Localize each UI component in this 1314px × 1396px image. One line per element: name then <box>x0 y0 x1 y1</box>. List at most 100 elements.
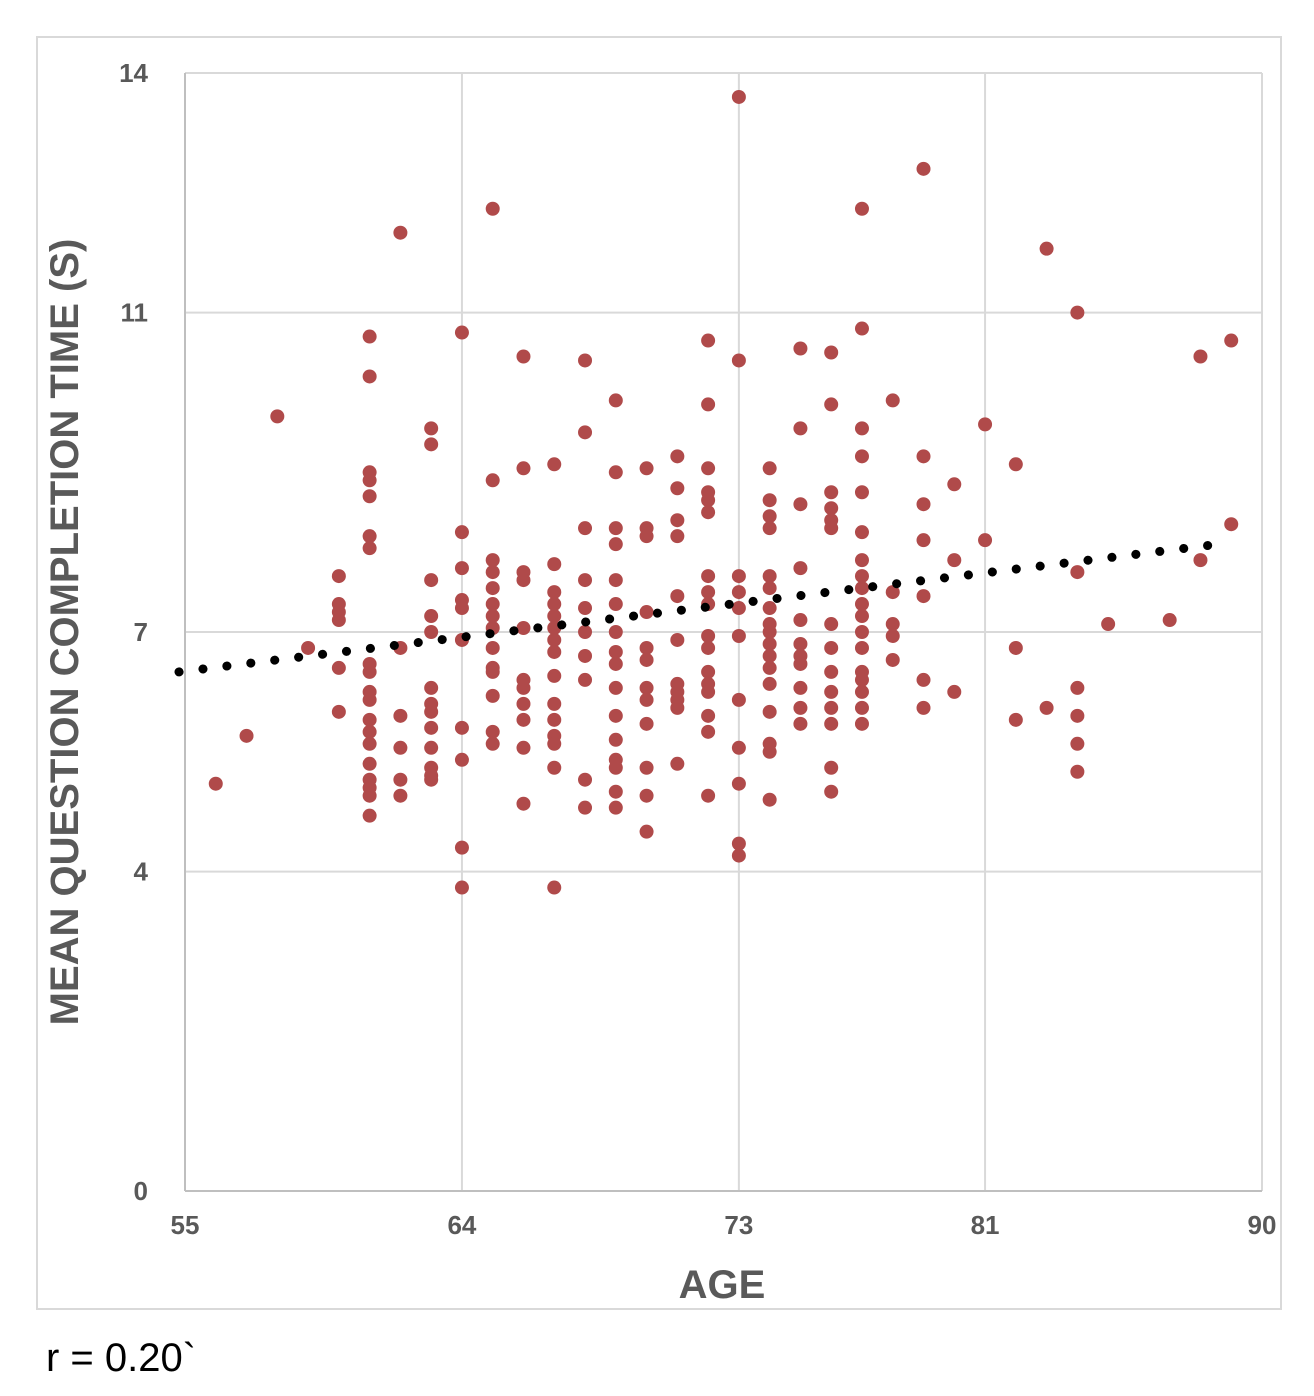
data-point <box>424 573 439 588</box>
data-point <box>608 680 623 695</box>
data-point <box>1008 457 1023 472</box>
data-point <box>701 569 716 584</box>
data-point <box>793 636 808 651</box>
data-point <box>424 772 439 787</box>
data-point <box>854 449 869 464</box>
data-point <box>731 569 746 584</box>
data-point <box>670 756 685 771</box>
data-point <box>762 493 777 508</box>
data-point <box>701 788 716 803</box>
data-point <box>1039 700 1054 715</box>
data-point <box>547 632 562 647</box>
data-point <box>854 716 869 731</box>
data-point <box>854 569 869 584</box>
data-point <box>1101 617 1116 632</box>
x-tick-labels: 55 64 73 81 90 <box>171 1210 1277 1240</box>
data-point <box>639 680 654 695</box>
y-axis-title: MEAN QUESTION COMPLETION TIME (S) <box>43 239 87 1026</box>
data-point <box>762 704 777 719</box>
data-point <box>270 409 285 424</box>
gridlines <box>184 72 1263 1192</box>
data-point <box>362 788 377 803</box>
data-point <box>485 553 500 568</box>
data-point <box>731 836 746 851</box>
data-point <box>916 161 931 176</box>
data-point <box>608 784 623 799</box>
data-point <box>793 656 808 671</box>
correlation-annotation: r = 0.20` <box>46 1336 197 1380</box>
data-point <box>731 740 746 755</box>
data-point <box>331 569 346 584</box>
data-point <box>762 648 777 663</box>
data-point <box>424 421 439 436</box>
data-point <box>854 485 869 500</box>
data-point <box>608 573 623 588</box>
data-point <box>454 325 469 340</box>
data-point <box>1193 349 1208 364</box>
data-point <box>762 569 777 584</box>
data-point <box>424 740 439 755</box>
data-point <box>362 736 377 751</box>
x-axis-title: AGE <box>679 1263 766 1307</box>
data-point <box>916 672 931 687</box>
data-point <box>793 613 808 628</box>
data-point <box>701 397 716 412</box>
data-point <box>639 760 654 775</box>
data-point <box>578 353 593 368</box>
data-point <box>824 521 839 536</box>
data-point <box>393 772 408 787</box>
data-point <box>1070 565 1085 580</box>
data-point <box>885 393 900 408</box>
data-point <box>362 369 377 384</box>
data-point <box>362 473 377 488</box>
data-point <box>854 321 869 336</box>
data-point <box>793 421 808 436</box>
data-point <box>547 696 562 711</box>
data-point <box>362 329 377 344</box>
data-point <box>393 708 408 723</box>
data-point <box>762 660 777 675</box>
data-point <box>362 541 377 556</box>
data-point <box>824 617 839 632</box>
data-point <box>854 684 869 699</box>
data-point <box>854 672 869 687</box>
data-point <box>608 625 623 639</box>
data-point <box>424 437 439 452</box>
data-point <box>362 489 377 504</box>
data-point <box>578 521 593 536</box>
data-point <box>731 89 746 104</box>
plot-axes <box>184 73 1262 1192</box>
data-point <box>362 529 377 544</box>
data-point <box>916 533 931 548</box>
data-point <box>762 636 777 651</box>
data-point <box>947 684 962 699</box>
data-point <box>824 700 839 715</box>
data-point <box>793 341 808 356</box>
data-point <box>516 796 531 811</box>
data-point <box>793 716 808 731</box>
data-point <box>639 716 654 731</box>
data-point <box>578 672 593 687</box>
data-point <box>578 625 593 639</box>
data-point <box>516 740 531 755</box>
data-point <box>547 597 562 612</box>
x-tick-label: 81 <box>971 1210 1000 1240</box>
data-point <box>1008 640 1023 655</box>
data-point <box>578 601 593 616</box>
data-point <box>854 700 869 715</box>
data-point <box>701 505 716 520</box>
data-point <box>578 425 593 440</box>
data-point <box>454 840 469 855</box>
data-point <box>978 417 993 432</box>
data-point <box>608 708 623 723</box>
data-point <box>762 601 777 616</box>
data-point <box>731 628 746 643</box>
data-point <box>793 497 808 512</box>
data-point <box>854 421 869 436</box>
data-point <box>1070 680 1085 695</box>
data-point <box>485 201 500 216</box>
data-point <box>1162 613 1177 628</box>
data-point <box>485 565 500 580</box>
data-point <box>947 553 962 568</box>
data-point <box>854 640 869 655</box>
